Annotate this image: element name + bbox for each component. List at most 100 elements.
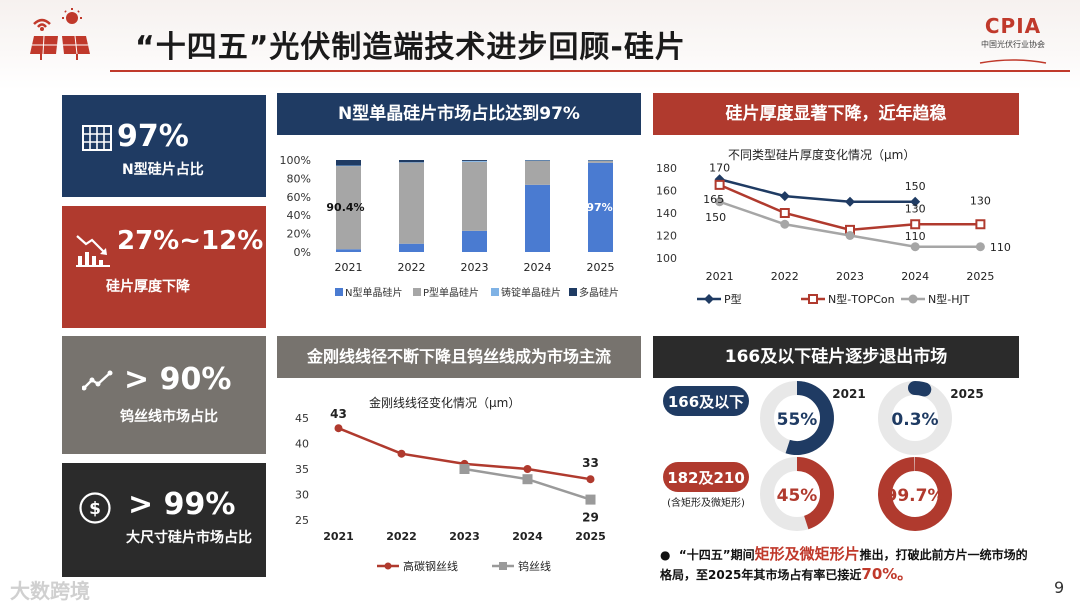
data-point [845,196,855,207]
y-tick-label: 80% [287,172,311,185]
bar-segment [588,162,613,252]
chart-n-type-share: 0% 20% 40% 60% 80% 100% 2021 2022 2023 2024 2025 90… [280,154,619,299]
data-point [334,424,343,433]
legend-label: N型单晶硅片 [345,286,402,299]
data-label: 130 [905,202,926,215]
bar-segment [399,160,424,163]
data-label: 29 [582,511,599,525]
x-tick-label: 2025 [966,270,994,283]
data-point [910,242,920,252]
donut-value: 45% [777,486,818,506]
donut-value: 55% [777,410,818,430]
y-tick-label: 40% [287,209,311,222]
legend-marker [704,294,714,304]
dollar-icon: $ [79,492,111,524]
svg-text:$: $ [89,499,101,519]
y-tick-label: 180 [656,162,677,175]
size-sublabel: (含矩形及微矩形) [667,496,745,509]
data-label: 33 [582,456,599,470]
bar-segment [462,160,487,161]
bar-segment [336,160,361,166]
panel-wafer-size-header: 166及以下硅片逐步退出市场 [653,336,1019,378]
bar-segment [399,162,424,244]
y-tick-label: 30 [295,489,309,502]
y-tick-label: 120 [656,230,677,243]
legend-label: N型-HJT [928,292,970,306]
data-point [715,197,725,207]
bar-segment [525,160,550,185]
x-tick-label: 2025 [587,261,615,274]
title-divider [110,70,1070,72]
x-tick-label: 2022 [771,270,799,283]
panel-diamond-wire-header: 金刚线线径不断下降且钨丝线成为市场主流 [277,336,641,378]
data-label: 165 [703,193,724,206]
chart-wafer-thickness: 不同类型硅片厚度变化情况（μm） 100 120 140 160 180 2021 2022 2… [656,147,1011,306]
data-point [910,196,921,207]
x-tick-label: 2021 [323,530,354,543]
legend-label: P型 [724,292,742,306]
x-tick-label: 2023 [836,270,864,283]
legend-swatch [569,288,577,296]
x-tick-label: 2021 [706,270,734,283]
legend-marker [908,294,918,304]
y-tick-label: 140 [656,207,677,220]
x-tick-label: 2025 [575,530,606,543]
y-tick-label: 20% [287,228,311,241]
page-title: “十四五”光伏制造端技术进步回顾-硅片 [135,30,686,65]
legend-swatch [491,288,499,296]
note-text: “十四五”期间 [678,548,755,562]
x-tick-label: 2024 [901,270,929,283]
chart-title: 金刚线线径变化情况（μm） [369,395,520,410]
legend-marker [499,562,507,570]
data-label: 90.4% [326,201,364,214]
y-tick-label: 0% [294,246,311,259]
data-label: 43 [330,407,347,421]
x-tick-label: 2023 [449,530,480,543]
bullet-icon: ● [660,548,679,562]
data-point [586,475,595,484]
bar-segment [462,230,487,252]
data-label: 170 [709,161,730,174]
data-label: 110 [990,241,1011,254]
stat-value: > 90% [124,362,232,397]
header-background [0,0,1080,90]
series-line [464,467,591,501]
donut-value: 0.3% [891,410,938,430]
data-point [975,219,986,230]
data-point [714,179,725,190]
stat-value: 27%~12% [117,226,264,256]
donut-value: 99.7% [886,486,945,506]
data-point [780,219,790,229]
data-point [779,208,790,218]
legend-label: 铸锭单晶硅片 [501,286,561,299]
data-point [397,449,406,458]
donut-segment [878,457,952,531]
data-label: 150 [905,180,926,193]
size-label-pill [663,386,749,416]
series-line [719,178,916,203]
bar-segment [399,243,424,252]
trend-line-icon [82,370,113,391]
y-tick-label: 60% [287,191,311,204]
bar-segment [462,161,487,231]
size-label-pill [663,462,749,492]
data-point [522,474,533,485]
data-point [585,494,596,505]
year-label: 2025 [950,387,983,401]
footnote: ● “十四五”期间矩形及微矩形片推出，打破此前方片一统市场的格局，至2025年其… [660,545,1030,585]
chart-wafer-size-donuts: 166及以下 55% 2021 0.3% 2025 182及210 (含矩形及微矩形) 45%… [663,381,984,531]
chart-diamond-wire: 金刚线线径变化情况（μm） 25 30 35 40 45 2021 2022 2023 2024 2… [295,395,606,573]
legend-label: 钨丝线 [518,559,551,573]
bar-segment [336,249,361,252]
bar-segment [336,166,361,250]
cpia-logo: CPIA 中国光伏行业协会 [968,14,1058,64]
legend-swatch [413,288,421,296]
size-label: 182及210 [667,469,745,487]
donut-segment [908,381,932,397]
y-tick-label: 40 [295,438,309,451]
data-point [523,465,532,473]
x-tick-label: 2022 [398,261,426,274]
page-number: 9 [1054,578,1065,597]
stat-card-large-size: $ > 99% 大尺寸硅片市场占比 [62,463,266,577]
series-line [719,183,981,232]
